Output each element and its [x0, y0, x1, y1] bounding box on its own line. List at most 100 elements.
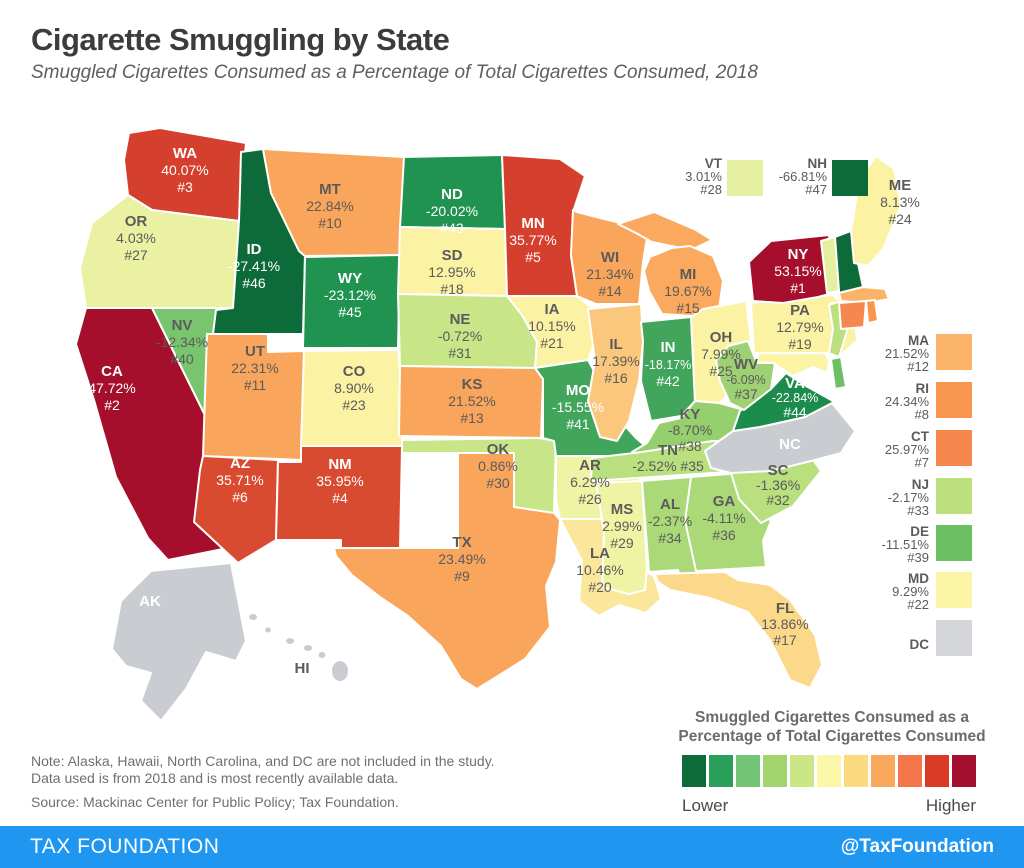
- state-ne-label: NE -0.72% #31: [438, 311, 482, 361]
- color-legend: Smuggled Cigarettes Consumed as a Percen…: [678, 709, 985, 815]
- svg-text:MD9.29%#22: MD 9.29% #22: [892, 571, 929, 612]
- state-ny-label: NY 53.15% #1: [774, 246, 821, 296]
- page-title: Cigarette Smuggling by State: [31, 22, 450, 57]
- source-line: Source: Mackinac Center for Public Polic…: [31, 794, 399, 810]
- side-item-ri: RI 24.34% #8: [885, 381, 972, 422]
- state-in-label: IN -18.17% #42: [645, 339, 692, 389]
- page-subtitle: Smuggled Cigarettes Consumed as a Percen…: [31, 62, 759, 83]
- state-ok-label: OK 0.86% #30: [478, 441, 518, 491]
- side-item-md: MD 9.29% #22: [892, 571, 972, 612]
- side-item-ct: CT 25.97% #7: [885, 429, 972, 470]
- svg-text:VT3.01%#28: VT 3.01% #28: [685, 156, 723, 197]
- legend-swatch-8: [898, 755, 922, 787]
- legend-swatch-4: [790, 755, 814, 787]
- md-swatch: [936, 572, 972, 608]
- state-mo-label: MO -15.55% #41: [552, 382, 604, 432]
- state-nm-shape: [275, 445, 403, 549]
- brand-name: TAX FOUNDATION: [30, 835, 220, 858]
- de-swatch: [936, 525, 972, 561]
- state-va-label: VA -22.84% #44: [772, 375, 819, 420]
- ct-swatch: [936, 430, 972, 466]
- state-co-label: CO 8.90% #23: [334, 363, 374, 413]
- state-sc-label: SC -1.36% #32: [756, 462, 800, 508]
- state-de-shape: [830, 356, 847, 390]
- svg-text:DC: DC: [910, 637, 930, 652]
- dc-swatch: [936, 620, 972, 656]
- legend-title-line2: Percentage of Total Cigarettes Consumed: [678, 728, 985, 745]
- note-line-2: Data used is from 2018 and is most recen…: [31, 770, 399, 786]
- legend-swatch-3: [763, 755, 787, 787]
- svg-text:NJ-2.17%#33: NJ -2.17% #33: [888, 477, 930, 518]
- state-id-label: ID -27.41% #46: [228, 241, 280, 291]
- state-wv-shape: [715, 340, 777, 411]
- footnotes: Note: Alaska, Hawaii, North Carolina, an…: [31, 753, 495, 811]
- state-ak-label: AK: [139, 593, 161, 610]
- state-md-shape: [757, 352, 830, 377]
- state-ak-shape: [111, 562, 247, 722]
- ri-swatch: [936, 382, 972, 418]
- state-ma-shape: [838, 286, 890, 304]
- state-ga-label: GA -4.11% #36: [702, 493, 745, 543]
- state-tx-shape: [333, 452, 561, 690]
- vt-swatch: [727, 160, 763, 196]
- legend-title-line1: Smuggled Cigarettes Consumed as a: [695, 709, 969, 726]
- state-mi-label: MI 19.67% #15: [664, 266, 711, 316]
- state-wi-label: WI 21.34% #14: [586, 249, 633, 299]
- twitter-handle: @TaxFoundation: [840, 836, 994, 857]
- state-wy-shape: [302, 254, 401, 349]
- state-mt-label: MT 22.84% #10: [306, 181, 353, 231]
- note-line-1: Note: Alaska, Hawaii, North Carolina, an…: [31, 753, 495, 769]
- state-or-label: OR 4.03% #27: [116, 213, 156, 263]
- side-item-nj: NJ -2.17% #33: [888, 477, 972, 518]
- state-pa-label: PA 12.79% #19: [776, 302, 823, 352]
- state-al-label: AL -2.37% #34: [648, 496, 692, 546]
- state-wy-label: WY -23.12% #45: [324, 270, 376, 320]
- footer-bar: TAX FOUNDATION @TaxFoundation: [0, 826, 1024, 868]
- state-hi-shape: [249, 614, 348, 681]
- state-wv-label: WV -6.09% #37: [726, 356, 766, 402]
- legend-lower-label: Lower: [682, 796, 729, 815]
- state-tx-label: TX 23.49% #9: [438, 534, 485, 584]
- state-sd-label: SD 12.95% #18: [428, 247, 475, 297]
- state-mi-up-shape: [617, 211, 713, 251]
- ma-swatch: [936, 334, 972, 370]
- state-oh-label: OH 7.99% #25: [701, 329, 741, 379]
- legend-swatch-10: [952, 755, 976, 787]
- legend-swatch-5: [817, 755, 841, 787]
- state-nd-label: ND -20.02% #43: [426, 186, 478, 236]
- state-la-label: LA 10.46% #20: [576, 545, 623, 595]
- svg-text:DE-11.51%#39: DE -11.51% #39: [882, 524, 930, 565]
- side-item-ma: MA 21.52% #12: [885, 333, 972, 374]
- state-fl-label: FL 13.86% #17: [761, 600, 808, 648]
- state-hi-label: HI: [295, 660, 310, 677]
- state-nv-label: NV -12.34% #40: [156, 317, 208, 367]
- legend-swatch-6: [844, 755, 868, 787]
- state-ky-label: KY -8.70% #38: [668, 406, 712, 454]
- side-item-dc: DC: [910, 620, 972, 656]
- state-fl-shape: [654, 571, 823, 689]
- legend-higher-label: Higher: [926, 796, 976, 815]
- state-ms-label: MS 2.99% #29: [602, 501, 642, 551]
- state-mn-label: MN 35.77% #5: [509, 215, 556, 265]
- legend-swatch-0: [682, 755, 706, 787]
- state-ia-label: IA 10.15% #21: [528, 301, 575, 351]
- legend-swatch-7: [871, 755, 895, 787]
- callout-nh: NH -66.81% #47: [779, 156, 868, 197]
- side-list: MA 21.52% #12 RI 24.34% #8 CT 25.97% #7 NJ -2.1…: [882, 333, 972, 656]
- state-ct-shape: [838, 300, 867, 330]
- state-me-label: ME 8.13% #24: [880, 177, 920, 227]
- state-ut-label: UT 22.31% #11: [231, 343, 278, 393]
- state-tn-label: TN -2.52% #35: [632, 442, 704, 474]
- legend-swatch-1: [709, 755, 733, 787]
- legend-swatch-9: [925, 755, 949, 787]
- state-az-shape: [193, 455, 279, 564]
- state-ca-label: CA 47.72% #2: [88, 363, 135, 413]
- state-nm-label: NM 35.95% #4: [316, 456, 363, 506]
- legend-swatch-2: [736, 755, 760, 787]
- nj-swatch: [936, 478, 972, 514]
- state-il-label: IL 17.39% #16: [592, 336, 639, 386]
